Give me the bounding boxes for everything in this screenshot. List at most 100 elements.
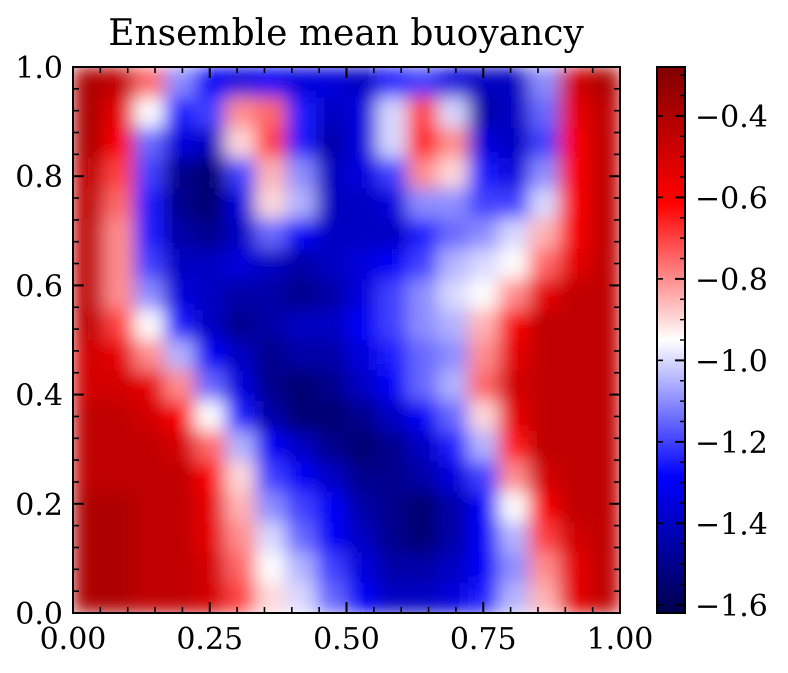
heatmap-cell bbox=[224, 309, 256, 341]
heatmap-cell bbox=[133, 400, 165, 432]
heatmap-cell bbox=[407, 461, 439, 493]
heatmap-cell bbox=[559, 370, 591, 402]
heatmap-cell bbox=[407, 491, 439, 523]
heatmap-cell bbox=[285, 522, 317, 553]
heatmap-cell bbox=[316, 522, 348, 553]
heatmap-cell bbox=[589, 461, 620, 493]
heatmap-cell bbox=[528, 249, 560, 280]
heatmap-cell bbox=[559, 309, 591, 341]
heatmap-cell bbox=[559, 158, 591, 189]
heatmap-cell bbox=[407, 522, 439, 553]
heatmap-cell bbox=[194, 158, 226, 189]
heatmap-cell bbox=[255, 552, 287, 584]
heatmap-cell bbox=[437, 491, 469, 523]
heatmap-cell bbox=[133, 552, 165, 584]
heatmap-cell bbox=[164, 400, 196, 432]
heatmap-cell bbox=[164, 97, 196, 129]
heatmap-cell bbox=[589, 309, 620, 341]
y-tick-label: 0.8 bbox=[15, 160, 63, 195]
heatmap-cell bbox=[376, 279, 408, 311]
heatmap-cell bbox=[164, 582, 196, 613]
heatmap-cell bbox=[133, 188, 165, 220]
heatmap-cell bbox=[316, 340, 348, 371]
heatmap-cell bbox=[164, 552, 196, 584]
heatmap-cell bbox=[559, 461, 591, 493]
heatmap-cell bbox=[468, 127, 500, 159]
heatmap-cell bbox=[589, 370, 620, 402]
heatmap-cell bbox=[468, 158, 500, 189]
heatmap-cell bbox=[255, 218, 287, 250]
heatmap-cell bbox=[73, 461, 104, 493]
heatmap-cell bbox=[528, 370, 560, 402]
heatmap-cell bbox=[285, 552, 317, 584]
heatmap-cell bbox=[407, 279, 439, 311]
heatmap-cell bbox=[376, 249, 408, 280]
heatmap-cell bbox=[346, 158, 378, 189]
heatmap-cell bbox=[376, 522, 408, 553]
heatmap-cell bbox=[103, 279, 135, 311]
heatmap-cell bbox=[376, 552, 408, 584]
heatmap-cell bbox=[255, 461, 287, 493]
heatmap-cell bbox=[498, 431, 530, 462]
heatmap-cell bbox=[316, 461, 348, 493]
heatmap-cell bbox=[407, 309, 439, 341]
heatmap-cell bbox=[498, 370, 530, 402]
heatmap-cell bbox=[73, 370, 104, 402]
heatmap-cell bbox=[73, 279, 104, 311]
heatmap-cell bbox=[316, 218, 348, 250]
heatmap-cell bbox=[589, 431, 620, 462]
heatmap-cell bbox=[194, 127, 226, 159]
heatmap-cell bbox=[73, 309, 104, 341]
heatmap-cell bbox=[285, 400, 317, 432]
colorbar: −1.6 −1.4 −1.2 −1.0 −0.8 −0.6 −0.4 bbox=[656, 66, 768, 624]
heatmap-cell bbox=[468, 491, 500, 523]
heatmap-cell bbox=[437, 522, 469, 553]
heatmap-cell bbox=[468, 552, 500, 584]
heatmap-cell bbox=[103, 552, 135, 584]
heatmap-cell bbox=[73, 582, 104, 613]
heatmap-cell bbox=[103, 309, 135, 341]
heatmap-cell bbox=[437, 552, 469, 584]
heatmap-cell bbox=[346, 97, 378, 129]
heatmap-cell bbox=[133, 67, 165, 98]
heatmap-cell bbox=[376, 340, 408, 371]
heatmap-cell bbox=[194, 370, 226, 402]
heatmap-cell bbox=[133, 431, 165, 462]
axis-ticks bbox=[72, 66, 621, 614]
heatmap-cell bbox=[103, 400, 135, 432]
heatmap-cell bbox=[194, 309, 226, 341]
heatmap-cell bbox=[559, 340, 591, 371]
heatmap-cell bbox=[194, 552, 226, 584]
heatmap-cell bbox=[437, 582, 469, 613]
heatmap-cell bbox=[437, 188, 469, 220]
heatmap-cell bbox=[133, 218, 165, 250]
heatmap-cell bbox=[73, 158, 104, 189]
heatmap-cell bbox=[589, 552, 620, 584]
heatmap-cell bbox=[316, 582, 348, 613]
heatmap-cell bbox=[468, 249, 500, 280]
heatmap-cell bbox=[437, 461, 469, 493]
heatmap-cell bbox=[528, 127, 560, 159]
heatmap-cell bbox=[224, 582, 256, 613]
heatmap-cell bbox=[559, 552, 591, 584]
heatmap-cell bbox=[376, 431, 408, 462]
heatmap-cell bbox=[528, 279, 560, 311]
heatmap-cell bbox=[133, 491, 165, 523]
heatmap-cell bbox=[133, 582, 165, 613]
heatmap-cell bbox=[528, 340, 560, 371]
heatmap-cell bbox=[437, 279, 469, 311]
heatmap-cell bbox=[194, 522, 226, 553]
heatmap-cell bbox=[589, 67, 620, 98]
heatmap-cell bbox=[103, 340, 135, 371]
heatmap-cell bbox=[376, 67, 408, 98]
y-axis: 0.0 0.2 0.4 0.6 0.8 1.0 bbox=[15, 51, 63, 632]
colorbar-tick-label: −0.6 bbox=[695, 181, 768, 216]
heatmap-cell bbox=[498, 340, 530, 371]
heatmap-cell bbox=[316, 127, 348, 159]
heatmap-cell bbox=[407, 340, 439, 371]
heatmap-cell bbox=[103, 461, 135, 493]
heatmap-cell bbox=[376, 582, 408, 613]
heatmap-cell bbox=[589, 97, 620, 129]
heatmap-cell bbox=[559, 97, 591, 129]
heatmap-cell bbox=[103, 158, 135, 189]
